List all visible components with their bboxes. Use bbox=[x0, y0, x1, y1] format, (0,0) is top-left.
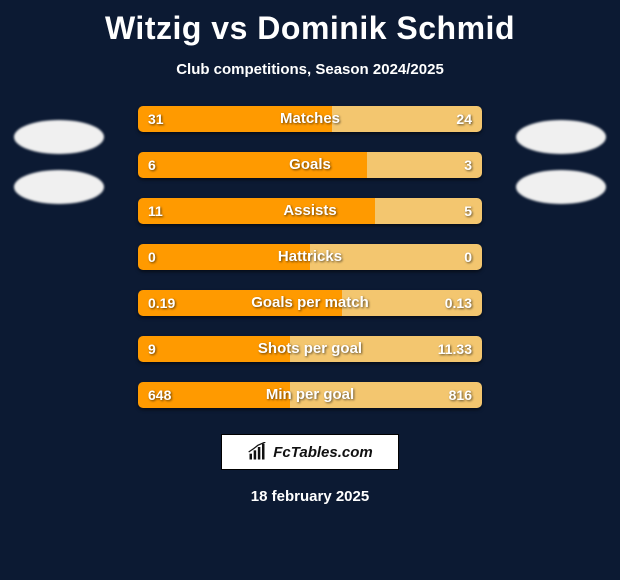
logo-text: FcTables.com bbox=[273, 444, 372, 461]
stat-value-right: 5 bbox=[464, 198, 472, 224]
page-title: Witzig vs Dominik Schmid bbox=[0, 0, 620, 47]
stat-label: Goals bbox=[138, 152, 482, 178]
stat-label: Shots per goal bbox=[138, 336, 482, 362]
stat-value-left: 9 bbox=[148, 336, 156, 362]
player-left-avatar-1 bbox=[14, 120, 104, 154]
stat-label: Assists bbox=[138, 198, 482, 224]
chart-icon bbox=[247, 442, 267, 462]
stat-value-left: 11 bbox=[148, 198, 163, 224]
stat-label: Matches bbox=[138, 106, 482, 132]
stat-row: Goals6 3 bbox=[138, 152, 482, 178]
stat-row: Matches31 24 bbox=[138, 106, 482, 132]
stat-value-right: 11.33 bbox=[438, 336, 472, 362]
stat-row: Min per goal648 816 bbox=[138, 382, 482, 408]
stat-value-left: 0 bbox=[148, 244, 156, 270]
stat-value-right: 24 bbox=[456, 106, 472, 132]
player-right-avatar-1 bbox=[516, 120, 606, 154]
stat-row: Goals per match0.19 0.13 bbox=[138, 290, 482, 316]
stat-value-right: 0 bbox=[464, 244, 472, 270]
player-left-avatar-2 bbox=[14, 170, 104, 204]
stat-row: Assists11 5 bbox=[138, 198, 482, 224]
stat-value-right: 3 bbox=[464, 152, 472, 178]
stat-row: Hattricks0 0 bbox=[138, 244, 482, 270]
logo-box: FcTables.com bbox=[221, 434, 399, 470]
stat-row: Shots per goal9 11.33 bbox=[138, 336, 482, 362]
stat-value-left: 6 bbox=[148, 152, 156, 178]
stat-value-left: 31 bbox=[148, 106, 164, 132]
date-label: 18 february 2025 bbox=[0, 488, 620, 505]
subtitle: Club competitions, Season 2024/2025 bbox=[0, 61, 620, 78]
player-right-avatar-2 bbox=[516, 170, 606, 204]
stat-label: Hattricks bbox=[138, 244, 482, 270]
stat-value-right: 816 bbox=[449, 382, 472, 408]
stat-value-right: 0.13 bbox=[445, 290, 472, 316]
stat-value-left: 0.19 bbox=[148, 290, 175, 316]
stat-value-left: 648 bbox=[148, 382, 171, 408]
stat-label: Min per goal bbox=[138, 382, 482, 408]
stat-label: Goals per match bbox=[138, 290, 482, 316]
stats-container: Matches31 24 Goals6 3 Assists11 5 Hattricks0 0 G… bbox=[138, 106, 482, 408]
